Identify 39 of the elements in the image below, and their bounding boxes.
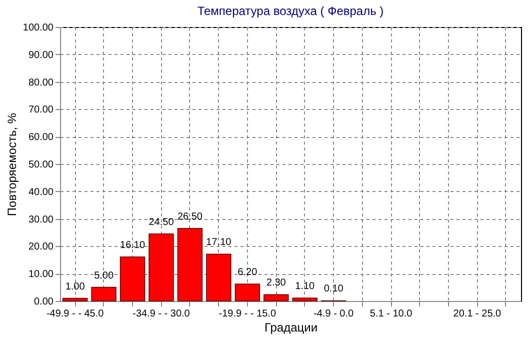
data-label: 5.00: [94, 270, 114, 282]
bar: [206, 254, 232, 302]
y-tick-label: 60.00: [28, 132, 54, 144]
bar: [234, 284, 260, 302]
data-label: 0.10: [324, 284, 344, 295]
y-tick-label: 20.00: [28, 242, 54, 253]
data-label: 1.00: [65, 281, 86, 292]
data-label: 26.50: [177, 211, 203, 222]
data-label: 17.10: [206, 237, 232, 248]
data-label: 6.20: [238, 267, 258, 278]
x-axis-title: Градации: [264, 320, 318, 334]
bar: [292, 298, 318, 302]
x-tick-label: 5.1 - 10.0: [370, 308, 413, 320]
bar: [264, 294, 289, 302]
y-tick-label: 10.00: [28, 269, 54, 280]
x-tick-label: 20.1 - 25.0: [453, 308, 502, 320]
bar: [148, 233, 174, 302]
y-tick-label: 40.00: [28, 186, 54, 198]
bar: [120, 256, 146, 302]
chart-title: Температура воздуха ( Февраль ): [197, 4, 384, 18]
bar: [91, 286, 116, 302]
y-tick-label: 70.00: [28, 104, 54, 116]
x-tick-label: -49.9 - - 45.0: [46, 308, 104, 320]
y-tick-label: 80.00: [28, 77, 54, 88]
y-tick-label: 90.00: [28, 50, 54, 61]
x-tick-label: -34.9 - - 30.0: [132, 308, 190, 320]
x-tick-label: -4.9 - 0.0: [314, 308, 354, 320]
y-tick-label: 100.00: [22, 22, 54, 34]
data-label: 2.30: [266, 278, 286, 289]
y-tick-label: 30.00: [28, 214, 54, 226]
y-tick-label: 0.00: [34, 296, 54, 308]
y-axis-title: Повторяемость, %: [4, 112, 19, 216]
bar: [177, 228, 203, 302]
data-label: 16.10: [120, 240, 146, 251]
y-tick-label: 50.00: [28, 160, 54, 170]
x-tick-label: -19.9 - - 15.0: [218, 308, 276, 320]
data-label: 24.50: [148, 216, 174, 228]
data-label: 1.10: [295, 280, 316, 292]
bar: [62, 298, 88, 302]
